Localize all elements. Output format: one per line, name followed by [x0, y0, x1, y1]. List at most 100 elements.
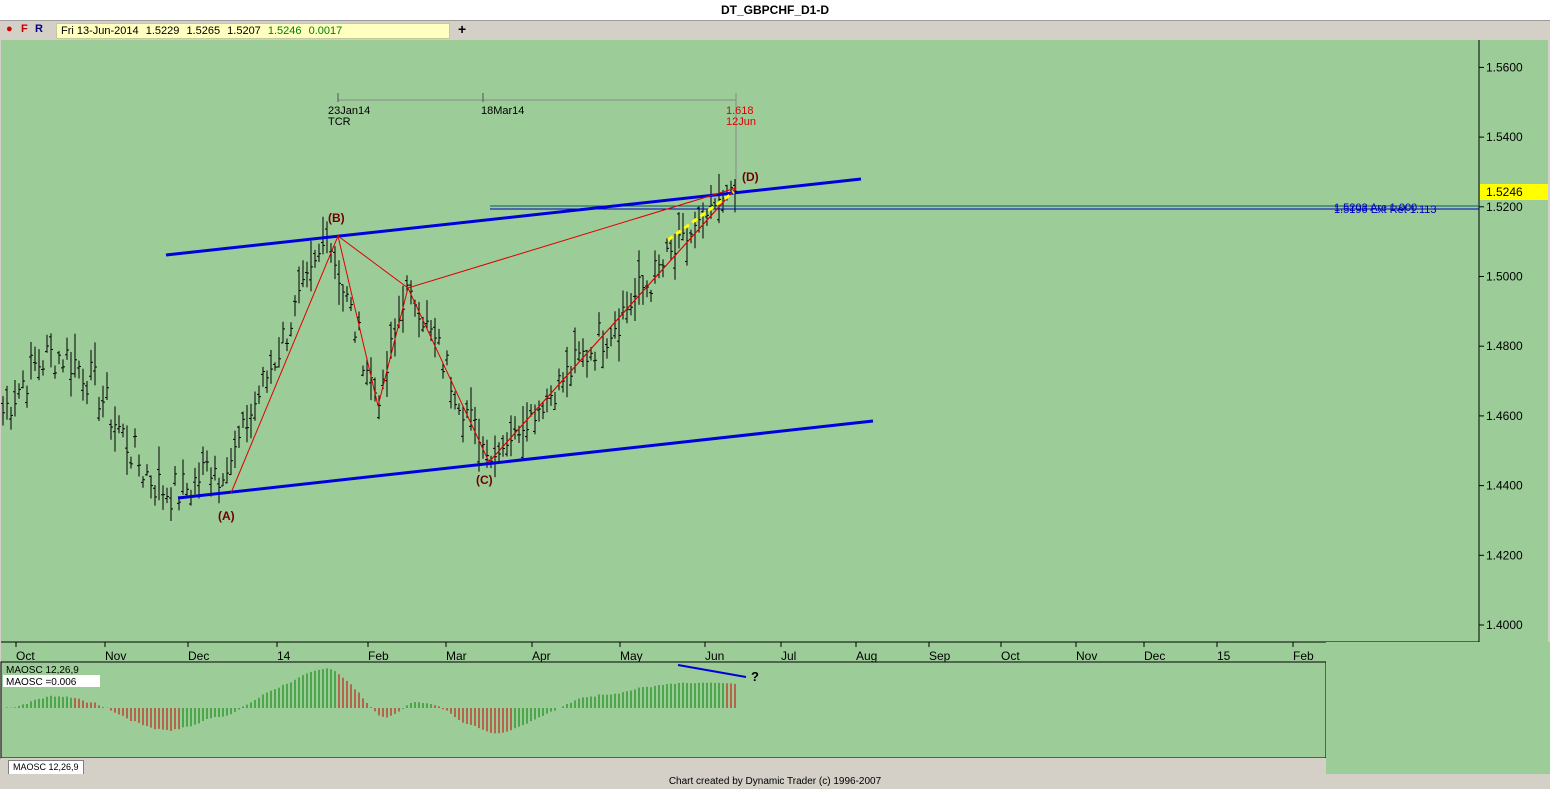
- price-bar: [273, 362, 277, 371]
- indicator-name: MAOSC 12,26,9: [6, 665, 79, 676]
- price-bar: [33, 346, 37, 372]
- tcr-date-label: 23Jan14: [328, 105, 370, 117]
- price-bar: [157, 446, 161, 501]
- price-bar: [269, 350, 273, 384]
- price-bar: [201, 446, 205, 476]
- price-bar: [513, 416, 517, 440]
- price-tick-label: 1.5600: [1486, 60, 1523, 74]
- price-bar: [561, 372, 565, 393]
- price-tick-label: 1.4600: [1486, 409, 1523, 423]
- price-bar: [249, 403, 253, 439]
- price-bar: [705, 209, 709, 226]
- price-bar: [65, 337, 69, 360]
- vertical-scrollbar[interactable]: [1548, 40, 1550, 642]
- price-bar: [161, 485, 165, 510]
- price-bar: [145, 464, 149, 476]
- price-bar: [649, 289, 653, 303]
- r-button[interactable]: R: [35, 23, 43, 35]
- price-bar: [433, 317, 437, 358]
- price-bar: [17, 383, 21, 399]
- price-bar: [285, 338, 289, 352]
- price-pane: [1, 40, 1479, 642]
- price-bar: [389, 321, 393, 359]
- divergence-line: [677, 664, 747, 678]
- price-bar: [417, 301, 421, 338]
- wave-label-d: (D): [742, 170, 759, 184]
- divergence-question-mark: ?: [751, 669, 759, 684]
- yellow-dashed-line: [667, 190, 735, 242]
- quote-open: 1.5229: [145, 25, 180, 37]
- price-bar: [173, 466, 177, 486]
- price-bar: [565, 346, 569, 398]
- price-bar: [213, 455, 217, 481]
- price-bar: [169, 487, 173, 522]
- price-bar: [97, 396, 101, 422]
- ratio-label: 1.618: [726, 105, 754, 117]
- price-bar: [205, 450, 209, 472]
- price-bar: [105, 372, 109, 400]
- price-bar: [57, 350, 61, 365]
- price-bar: [141, 476, 145, 488]
- price-bar: [93, 342, 97, 386]
- price-bar: [553, 392, 557, 410]
- price-bar: [681, 212, 685, 241]
- price-bar: [29, 341, 33, 380]
- price-bar: [109, 419, 113, 440]
- price-bar: [265, 370, 269, 393]
- level-label-2: 1.5196 Ext Ret 1.113: [1334, 204, 1437, 216]
- window-title: DT_GBPCHF_D1-D: [0, 0, 1550, 21]
- price-bar: [425, 300, 429, 330]
- indicator-value: MAOSC =0.006: [6, 677, 77, 688]
- price-bar: [9, 406, 13, 430]
- price-bar: [549, 385, 553, 406]
- price-bar: [185, 482, 189, 497]
- price-bar: [21, 370, 25, 389]
- price-bar: [405, 275, 409, 291]
- price-tick-label: 1.4800: [1486, 339, 1523, 353]
- price-bar: [665, 238, 669, 252]
- price-bar: [225, 457, 229, 484]
- price-bar: [525, 402, 529, 442]
- quote-low: 1.5207: [227, 25, 261, 37]
- price-bar: [113, 406, 117, 452]
- price-tick-label: 1.5200: [1486, 200, 1523, 214]
- price-bar: [77, 360, 81, 379]
- indicator-value-box: [3, 675, 100, 687]
- price-bar: [353, 331, 357, 343]
- price-bar: [533, 404, 537, 435]
- price-bar: [697, 205, 701, 233]
- price-bar: [473, 406, 477, 445]
- price-bar: [289, 322, 293, 337]
- price-bar: [713, 198, 717, 210]
- price-bar: [669, 236, 673, 260]
- price-bar: [493, 435, 497, 478]
- price-bar: [445, 350, 449, 366]
- time-tick-label: May: [620, 649, 643, 663]
- wave-label-a: (A): [218, 509, 235, 523]
- add-icon[interactable]: +: [458, 21, 467, 37]
- price-bar: [509, 415, 513, 457]
- info-bar: ● F R Fri 13-Jun-2014 1.5229 1.5265 1.52…: [0, 21, 1550, 39]
- f-button[interactable]: F: [21, 23, 28, 35]
- price-bar: [333, 246, 337, 280]
- price-bar: [125, 425, 129, 475]
- price-bar: [305, 261, 309, 288]
- price-bar: [293, 295, 297, 317]
- time-tick-label: Nov: [1076, 649, 1097, 663]
- price-bar: [377, 395, 381, 420]
- price-bar: [345, 286, 349, 302]
- time-tick-label: 15: [1217, 649, 1231, 663]
- price-bar: [709, 184, 713, 219]
- price-bar: [341, 284, 345, 312]
- price-bar: [313, 249, 317, 268]
- price-bar: [505, 432, 509, 457]
- price-bar: [365, 358, 369, 386]
- indicator-tab[interactable]: MAOSC 12,26,9: [8, 760, 84, 775]
- price-bar: [689, 229, 693, 244]
- price-bar: [25, 385, 29, 408]
- price-bar: [129, 456, 133, 469]
- upper-channel-line[interactable]: [165, 177, 862, 257]
- price-bar: [229, 447, 233, 476]
- time-tick-label: Dec: [1144, 649, 1165, 663]
- lower-channel-line[interactable]: [177, 419, 874, 500]
